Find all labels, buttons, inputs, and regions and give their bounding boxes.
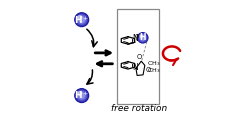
Text: O: O [146,67,151,73]
Circle shape [78,92,86,99]
Circle shape [140,35,145,41]
Circle shape [141,36,145,40]
Circle shape [78,16,82,19]
Circle shape [77,15,86,24]
Circle shape [138,33,147,42]
Text: free rotation: free rotation [110,104,167,113]
Text: N: N [132,63,138,72]
Circle shape [79,93,84,98]
Circle shape [78,91,82,95]
Circle shape [138,33,148,43]
Circle shape [76,90,88,101]
Text: H: H [140,33,146,42]
Bar [117,9,160,104]
Circle shape [75,13,88,27]
Text: CH$_3$: CH$_3$ [146,66,160,75]
Circle shape [139,34,146,41]
Text: CH$_3$: CH$_3$ [146,59,160,68]
Text: H$^+$: H$^+$ [74,14,90,26]
Text: H$^+$: H$^+$ [74,90,90,101]
Text: N: N [132,34,138,43]
Circle shape [76,14,88,26]
Text: O: O [136,54,141,60]
Circle shape [79,17,84,22]
Circle shape [75,89,88,102]
Circle shape [140,35,143,38]
Circle shape [78,16,86,23]
Text: $\oplus$: $\oplus$ [134,32,140,40]
Circle shape [77,91,86,100]
